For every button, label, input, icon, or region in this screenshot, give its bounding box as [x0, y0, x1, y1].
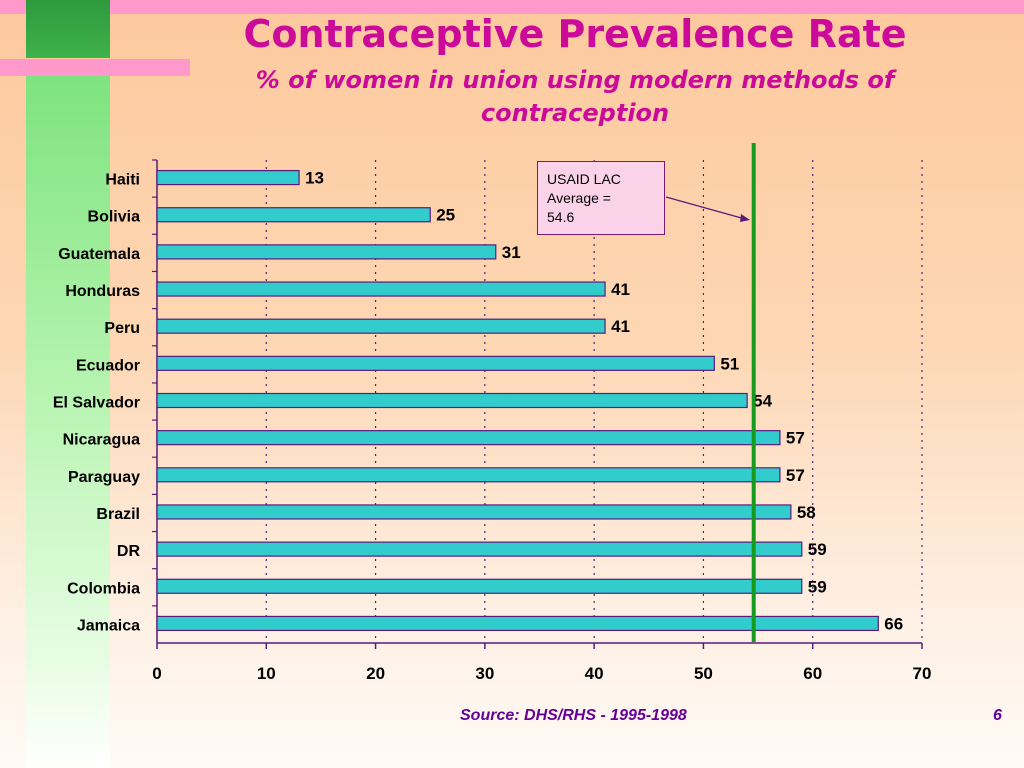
- value-label: 54: [753, 392, 772, 411]
- category-label: Nicaragua: [63, 432, 140, 449]
- green-column: [26, 76, 110, 768]
- category-label: El Salvador: [53, 395, 140, 412]
- value-label: 31: [502, 243, 521, 262]
- category-label: DR: [117, 543, 141, 560]
- value-label: 66: [884, 614, 903, 633]
- source-note: Source: DHS/RHS - 1995-1998: [460, 707, 687, 724]
- x-tick-label: 60: [803, 664, 822, 683]
- category-label: Guatemala: [58, 246, 140, 263]
- bar: [156, 467, 781, 483]
- bar: [156, 355, 715, 371]
- category-label: Brazil: [96, 506, 140, 523]
- bar: [156, 244, 497, 260]
- callout-arrowhead: [740, 214, 750, 222]
- bar: [156, 281, 606, 297]
- x-tick-label: 40: [585, 664, 604, 683]
- value-label: 51: [720, 354, 739, 373]
- bar: [156, 615, 879, 632]
- category-label: Haiti: [105, 172, 140, 189]
- bar: [156, 318, 606, 334]
- value-label: 41: [611, 317, 630, 336]
- value-label: 13: [305, 169, 324, 188]
- bar: [156, 392, 748, 409]
- value-label: 57: [786, 466, 805, 485]
- category-label: Jamaica: [77, 617, 140, 634]
- value-label: 41: [611, 280, 630, 299]
- bar: [156, 541, 803, 557]
- category-label: Colombia: [67, 580, 140, 597]
- x-tick-label: 0: [152, 664, 161, 683]
- value-label: 59: [808, 577, 827, 596]
- green-block: [26, 0, 110, 58]
- bar: [156, 578, 803, 594]
- bar: [156, 169, 300, 186]
- callout-arrow: [665, 196, 746, 220]
- average-callout: USAID LAC Average = 54.6: [537, 161, 665, 235]
- x-tick-label: 70: [913, 664, 932, 683]
- bar: [156, 430, 781, 446]
- category-label: Ecuador: [76, 357, 140, 374]
- value-label: 57: [786, 429, 805, 448]
- bar: [156, 504, 792, 520]
- x-tick-label: 30: [475, 664, 494, 683]
- pink-strip: [0, 59, 190, 76]
- x-tick-label: 50: [694, 664, 713, 683]
- top-band: [0, 0, 1024, 14]
- category-label: Honduras: [65, 283, 140, 300]
- value-label: 58: [797, 503, 816, 522]
- category-label: Paraguay: [68, 469, 140, 486]
- slide-title: Contraceptive Prevalence Rate: [243, 12, 907, 56]
- x-tick-label: 20: [366, 664, 385, 683]
- slide-subtitle: % of women in union using modern methods…: [255, 66, 895, 127]
- page-number: 6: [993, 707, 1002, 724]
- value-label: 59: [808, 540, 827, 559]
- category-label: Peru: [104, 320, 140, 337]
- bar: [156, 207, 431, 223]
- value-label: 25: [436, 206, 455, 225]
- category-label: Bolivia: [88, 209, 141, 226]
- x-tick-label: 10: [257, 664, 276, 683]
